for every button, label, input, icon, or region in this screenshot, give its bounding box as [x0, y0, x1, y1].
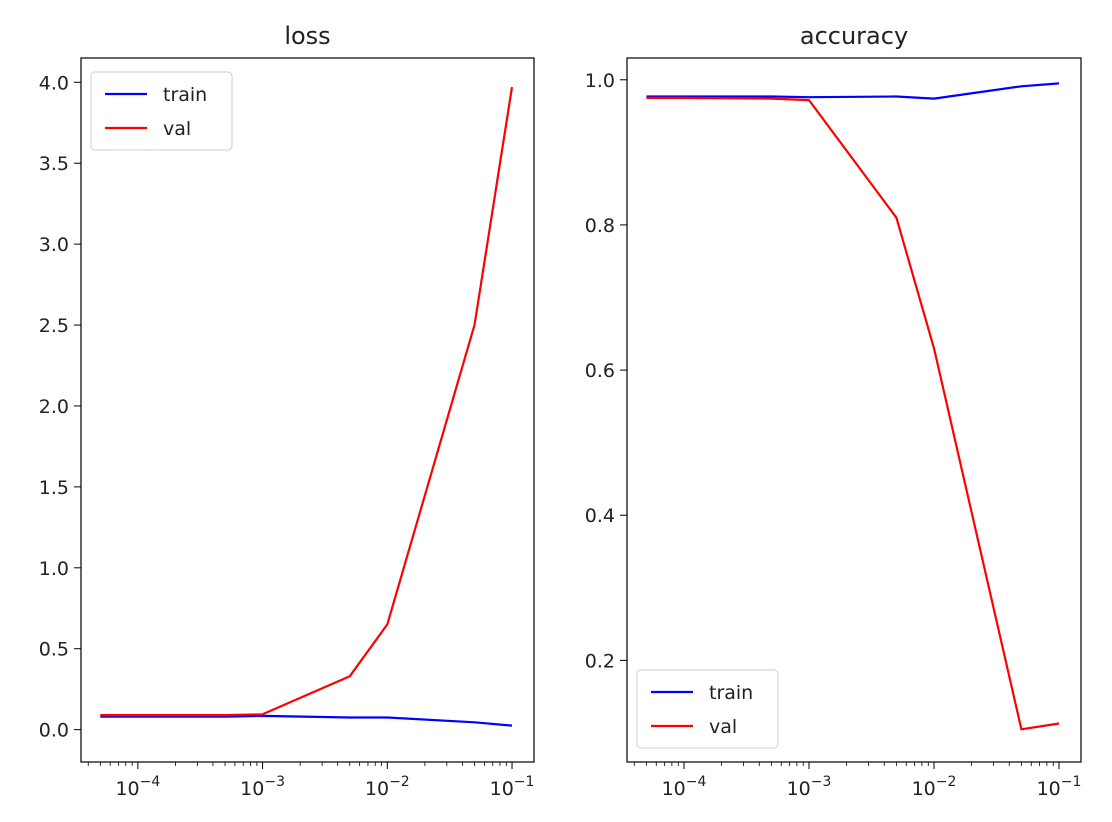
legend: [636, 669, 779, 749]
legend: [90, 71, 233, 151]
y-tick-label: 2.5: [39, 315, 69, 337]
y-tick-label: 0.2: [585, 650, 615, 672]
series-line-train: [100, 714, 513, 727]
y-tick-label: 0.6: [585, 360, 615, 382]
y-tick-label: 1.0: [39, 558, 69, 580]
series-line-train: [646, 82, 1060, 100]
y-tick-label: 3.0: [39, 234, 69, 256]
x-tick-label: 10−3: [240, 774, 285, 800]
chart-title: accuracy: [800, 22, 908, 50]
x-tick-label-base: 10: [1037, 778, 1061, 800]
y-tick-label: 1.0: [585, 70, 615, 92]
y-tick-label: 0.5: [39, 639, 69, 661]
x-tick-label: 10−2: [365, 774, 410, 800]
x-tick-label-exponent: −4: [140, 774, 161, 790]
legend-label-train: train: [709, 682, 753, 704]
legend-label-val: val: [709, 716, 737, 738]
x-tick-label: 10−4: [115, 774, 160, 800]
x-tick-label: 10−4: [662, 774, 707, 800]
y-tick-label: 0.4: [585, 505, 615, 527]
legend-label-val: val: [163, 118, 191, 140]
x-tick-label-exponent: −2: [389, 774, 410, 790]
x-tick-label: 10−3: [787, 774, 832, 800]
x-tick-label-base: 10: [912, 778, 936, 800]
y-tick-label: 1.5: [39, 477, 69, 499]
x-tick-label-exponent: −3: [811, 774, 832, 790]
x-tick-label: 10−1: [1037, 774, 1082, 800]
y-tick-label: 0.0: [39, 720, 69, 742]
chart-title: loss: [284, 22, 330, 50]
y-tick-label: 2.0: [39, 396, 69, 418]
x-tick-label-base: 10: [787, 778, 811, 800]
axes-frame: [80, 57, 535, 763]
series-line-val: [646, 96, 1060, 731]
legend-label-train: train: [163, 84, 207, 106]
axes-frame: [626, 57, 1082, 763]
x-tick-label-exponent: −3: [264, 774, 285, 790]
x-tick-label-base: 10: [662, 778, 686, 800]
y-tick-label: 0.8: [585, 215, 615, 237]
x-tick-label-base: 10: [115, 778, 139, 800]
x-tick-label-base: 10: [240, 778, 264, 800]
y-tick-label: 3.5: [39, 153, 69, 175]
x-tick-label-base: 10: [365, 778, 389, 800]
x-tick-label: 10−1: [490, 774, 535, 800]
x-tick-label-exponent: −2: [936, 774, 957, 790]
x-tick-label-exponent: −1: [1061, 774, 1082, 790]
x-tick-label: 10−2: [912, 774, 957, 800]
series-line-val: [100, 86, 514, 717]
x-tick-label-exponent: −4: [686, 774, 707, 790]
y-tick-label: 4.0: [39, 72, 69, 94]
x-tick-label-exponent: −1: [514, 774, 535, 790]
x-tick-label-base: 10: [490, 778, 514, 800]
